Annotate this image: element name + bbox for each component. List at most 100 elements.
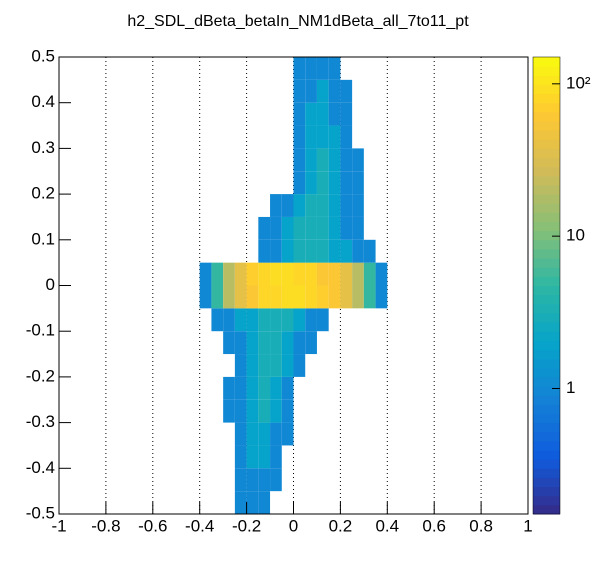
cell — [258, 216, 271, 240]
cell — [293, 125, 306, 149]
palette-step — [533, 166, 560, 177]
palette-step — [533, 267, 560, 277]
y-tick-label: -0.1 — [26, 321, 55, 340]
cell — [223, 308, 235, 332]
cell — [340, 125, 353, 149]
palette-step — [533, 276, 560, 286]
palette-step — [533, 93, 560, 104]
x-tick-label: -0.8 — [91, 516, 120, 535]
cell — [328, 262, 341, 286]
cell — [328, 171, 341, 195]
cell — [246, 285, 259, 309]
palette-step — [533, 349, 560, 360]
palette-step — [533, 139, 560, 149]
cell — [258, 468, 271, 492]
cell — [305, 331, 317, 355]
palette-step — [533, 468, 560, 478]
cell — [270, 262, 282, 286]
cell — [316, 262, 329, 286]
palette-step — [533, 404, 560, 414]
cell — [305, 262, 317, 286]
cell — [316, 148, 329, 172]
cell — [316, 285, 329, 309]
cell — [293, 194, 306, 217]
cell — [316, 239, 329, 263]
chart-title: h2_SDL_dBeta_betaIn_NM1dBeta_all_7to11_p… — [127, 13, 469, 30]
cell — [211, 262, 224, 286]
cell — [211, 308, 224, 332]
palette-step — [533, 303, 560, 314]
cell — [246, 491, 259, 514]
palette-step — [533, 285, 560, 296]
palette-step — [533, 230, 560, 241]
cell — [316, 171, 329, 195]
cell — [258, 354, 271, 377]
cell — [281, 262, 294, 286]
cell — [234, 376, 247, 400]
cell — [270, 239, 282, 263]
palette-step — [533, 294, 560, 305]
cell — [340, 171, 353, 195]
cell — [328, 194, 341, 217]
cell — [328, 239, 341, 263]
cell — [270, 376, 282, 400]
cell — [293, 239, 306, 263]
cell — [305, 194, 317, 217]
cell — [246, 331, 259, 355]
x-tick-label: 0 — [289, 516, 298, 535]
palette-step — [533, 203, 560, 213]
palette-step — [533, 258, 560, 268]
cell — [316, 216, 329, 240]
cell — [246, 376, 259, 400]
palette-frame — [532, 56, 561, 515]
cell — [293, 308, 306, 332]
cell — [293, 57, 306, 80]
cell — [328, 148, 341, 172]
palette-step — [533, 120, 560, 131]
palette-step — [533, 504, 560, 515]
x-tick-label: 0.6 — [422, 516, 446, 535]
cell — [234, 285, 247, 309]
y-tick-label: 0 — [46, 275, 55, 294]
palette-step — [533, 84, 560, 95]
cell — [281, 331, 294, 355]
cell — [316, 125, 329, 149]
cell — [328, 57, 341, 80]
cell — [246, 354, 259, 377]
y-tick-label: -0.2 — [26, 366, 55, 385]
cell — [270, 194, 282, 217]
y-tick-label: 0.1 — [31, 229, 55, 248]
cell — [258, 331, 271, 355]
cell — [293, 285, 306, 309]
cell — [270, 308, 282, 332]
cell — [211, 285, 224, 309]
palette-step — [533, 248, 560, 259]
cell — [340, 216, 353, 240]
cell — [305, 308, 317, 332]
palette-step — [533, 175, 560, 186]
cell — [328, 216, 341, 240]
cell — [293, 216, 306, 240]
palette-step — [533, 386, 560, 396]
palette-step — [533, 75, 560, 85]
cell — [234, 399, 247, 423]
cell — [258, 376, 271, 400]
cell — [246, 262, 259, 286]
palette-step — [533, 495, 560, 506]
cell — [281, 194, 294, 217]
palette-step — [533, 322, 560, 332]
y-tick-label: -0.5 — [26, 503, 55, 522]
palette-step — [533, 459, 560, 469]
cell — [234, 491, 247, 514]
z-tick-label: 1 — [566, 378, 575, 397]
cell — [352, 148, 364, 172]
cell — [258, 239, 271, 263]
cell — [340, 79, 353, 103]
cell — [293, 148, 306, 172]
cell — [363, 262, 376, 286]
cell — [293, 331, 306, 355]
cell — [340, 262, 353, 286]
cell — [223, 285, 235, 309]
z-tick-label: 10 — [566, 226, 585, 245]
palette-step — [533, 358, 560, 369]
